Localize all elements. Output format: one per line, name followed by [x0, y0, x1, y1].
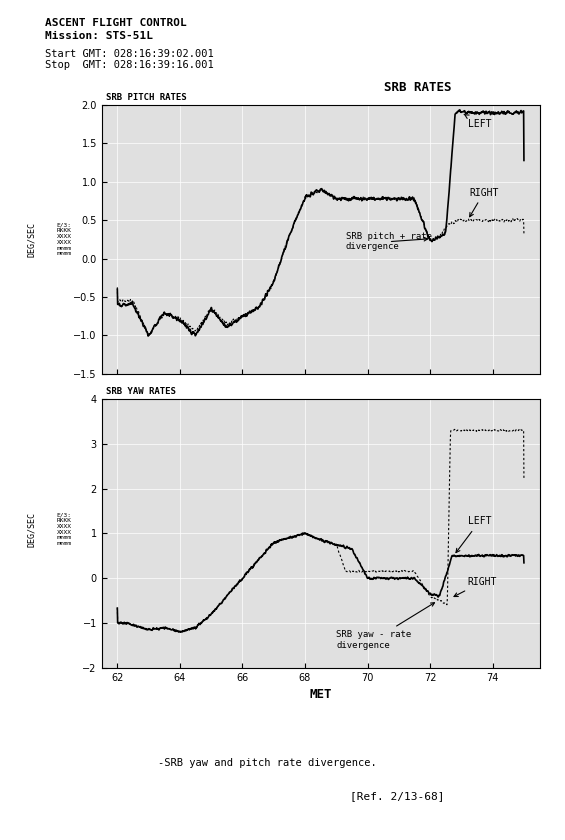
Text: Stop  GMT: 028:16:39:16.001: Stop GMT: 028:16:39:16.001 [45, 60, 214, 71]
Text: SRB PITCH RATES: SRB PITCH RATES [106, 92, 186, 102]
Text: DEG/SEC: DEG/SEC [27, 222, 36, 257]
Text: RIGHT: RIGHT [469, 187, 498, 217]
Text: LEFT: LEFT [464, 114, 491, 129]
Text: E/3:
RKKK
XXXX
XXXX
mmmm
mmmm: E/3: RKKK XXXX XXXX mmmm mmmm [56, 512, 72, 546]
Text: [Ref. 2/13-68]: [Ref. 2/13-68] [350, 791, 445, 801]
Text: Mission: STS-51L: Mission: STS-51L [45, 31, 153, 41]
Text: SRB RATES: SRB RATES [384, 81, 451, 94]
Text: SRB pitch + rate
divergence: SRB pitch + rate divergence [346, 232, 432, 251]
Text: E/3:
RKKK
XXXX
XXXX
mmmm
mmmm: E/3: RKKK XXXX XXXX mmmm mmmm [56, 223, 72, 256]
Text: SRB YAW RATES: SRB YAW RATES [106, 386, 176, 396]
Text: LEFT: LEFT [456, 517, 491, 553]
Text: SRB yaw - rate
divergence: SRB yaw - rate divergence [336, 603, 434, 649]
Text: RIGHT: RIGHT [454, 577, 497, 596]
Text: ASCENT FLIGHT CONTROL: ASCENT FLIGHT CONTROL [45, 18, 187, 29]
Text: -SRB yaw and pitch rate divergence.: -SRB yaw and pitch rate divergence. [158, 758, 377, 768]
X-axis label: MET: MET [310, 688, 332, 701]
Text: DEG/SEC: DEG/SEC [27, 512, 36, 547]
Text: Start GMT: 028:16:39:02.001: Start GMT: 028:16:39:02.001 [45, 49, 214, 59]
